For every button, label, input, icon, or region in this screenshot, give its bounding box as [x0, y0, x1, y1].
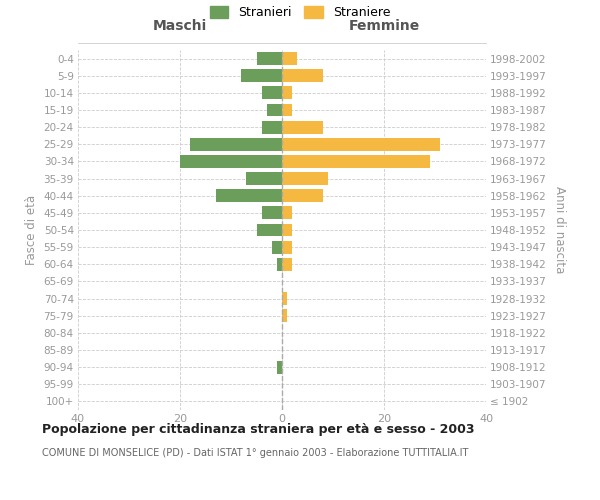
Bar — [267, 104, 282, 117]
Bar — [216, 190, 282, 202]
Bar — [180, 155, 282, 168]
Bar — [282, 70, 323, 82]
Bar — [282, 155, 430, 168]
Bar — [282, 120, 323, 134]
Text: Femmine: Femmine — [349, 18, 419, 32]
Legend: Stranieri, Straniere: Stranieri, Straniere — [209, 6, 391, 19]
Bar — [282, 292, 287, 305]
Bar — [282, 310, 287, 322]
Bar — [257, 224, 282, 236]
Bar — [277, 360, 282, 374]
Text: Popolazione per cittadinanza straniera per età e sesso - 2003: Popolazione per cittadinanza straniera p… — [42, 422, 475, 436]
Bar — [190, 138, 282, 150]
Y-axis label: Fasce di età: Fasce di età — [25, 195, 38, 265]
Text: COMUNE DI MONSELICE (PD) - Dati ISTAT 1° gennaio 2003 - Elaborazione TUTTITALIA.: COMUNE DI MONSELICE (PD) - Dati ISTAT 1°… — [42, 448, 469, 458]
Bar — [262, 206, 282, 220]
Bar — [272, 240, 282, 254]
Bar — [262, 86, 282, 100]
Bar — [282, 86, 292, 100]
Bar — [282, 224, 292, 236]
Bar — [282, 190, 323, 202]
Bar — [282, 138, 440, 150]
Text: Maschi: Maschi — [153, 18, 207, 32]
Bar — [282, 258, 292, 270]
Y-axis label: Anni di nascita: Anni di nascita — [553, 186, 566, 274]
Bar — [282, 52, 298, 65]
Bar — [262, 120, 282, 134]
Bar — [282, 206, 292, 220]
Bar — [277, 258, 282, 270]
Bar — [257, 52, 282, 65]
Bar — [282, 172, 328, 185]
Bar — [282, 104, 292, 117]
Bar — [241, 70, 282, 82]
Bar — [282, 240, 292, 254]
Bar — [247, 172, 282, 185]
